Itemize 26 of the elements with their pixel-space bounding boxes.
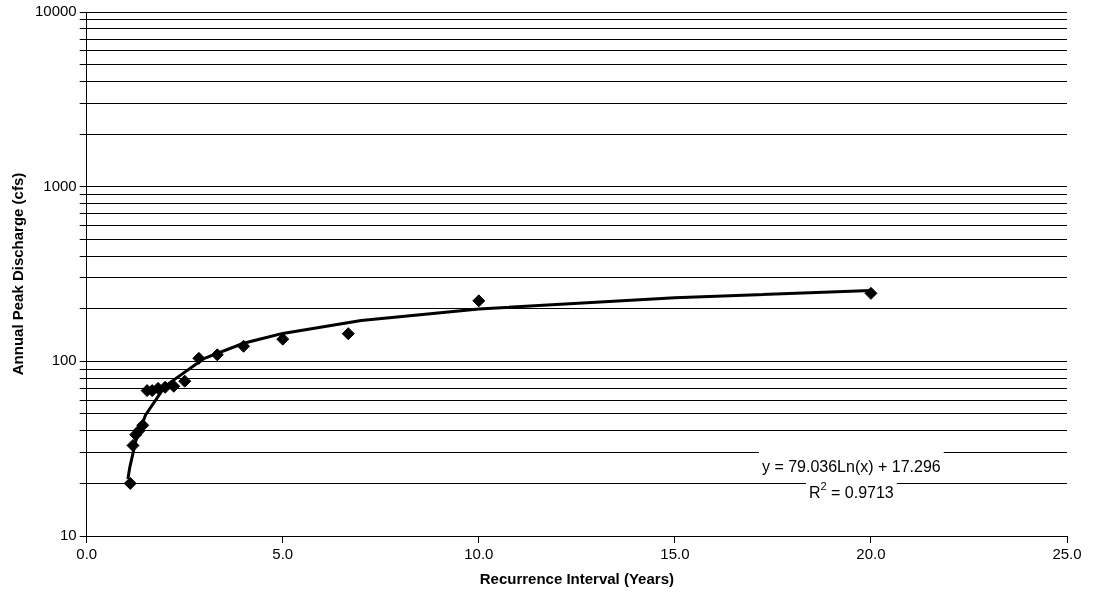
y-tick-label: 10 [60, 526, 77, 544]
point [276, 332, 290, 346]
x-tick-label: 20.0 [856, 545, 886, 563]
point [864, 286, 878, 300]
point [341, 327, 355, 341]
point [136, 418, 150, 432]
y-axis-title: Annual Peak Discharge (cfs) [9, 172, 27, 376]
x-tick-label: 10.0 [464, 545, 494, 563]
x-tick-label: 15.0 [660, 545, 690, 563]
point [237, 339, 251, 353]
point [178, 374, 192, 388]
annotation: y = 79.036Ln(x) + 17.296 [761, 458, 941, 476]
x-tick-label: 0.0 [76, 545, 98, 563]
y-tick-label: 1000 [43, 176, 77, 194]
y-tick-label: 10000 [34, 2, 77, 20]
y-tick-label: 100 [51, 351, 77, 369]
x-tick-label: 25.0 [1052, 545, 1082, 563]
point [158, 380, 172, 394]
point [192, 351, 206, 365]
point [167, 379, 181, 393]
point [123, 476, 137, 490]
point [472, 294, 486, 308]
x-axis-title: Recurrence Interval (Years) [479, 570, 674, 588]
point [210, 348, 224, 362]
x-tick-label: 5.0 [272, 545, 294, 563]
point [126, 438, 140, 452]
